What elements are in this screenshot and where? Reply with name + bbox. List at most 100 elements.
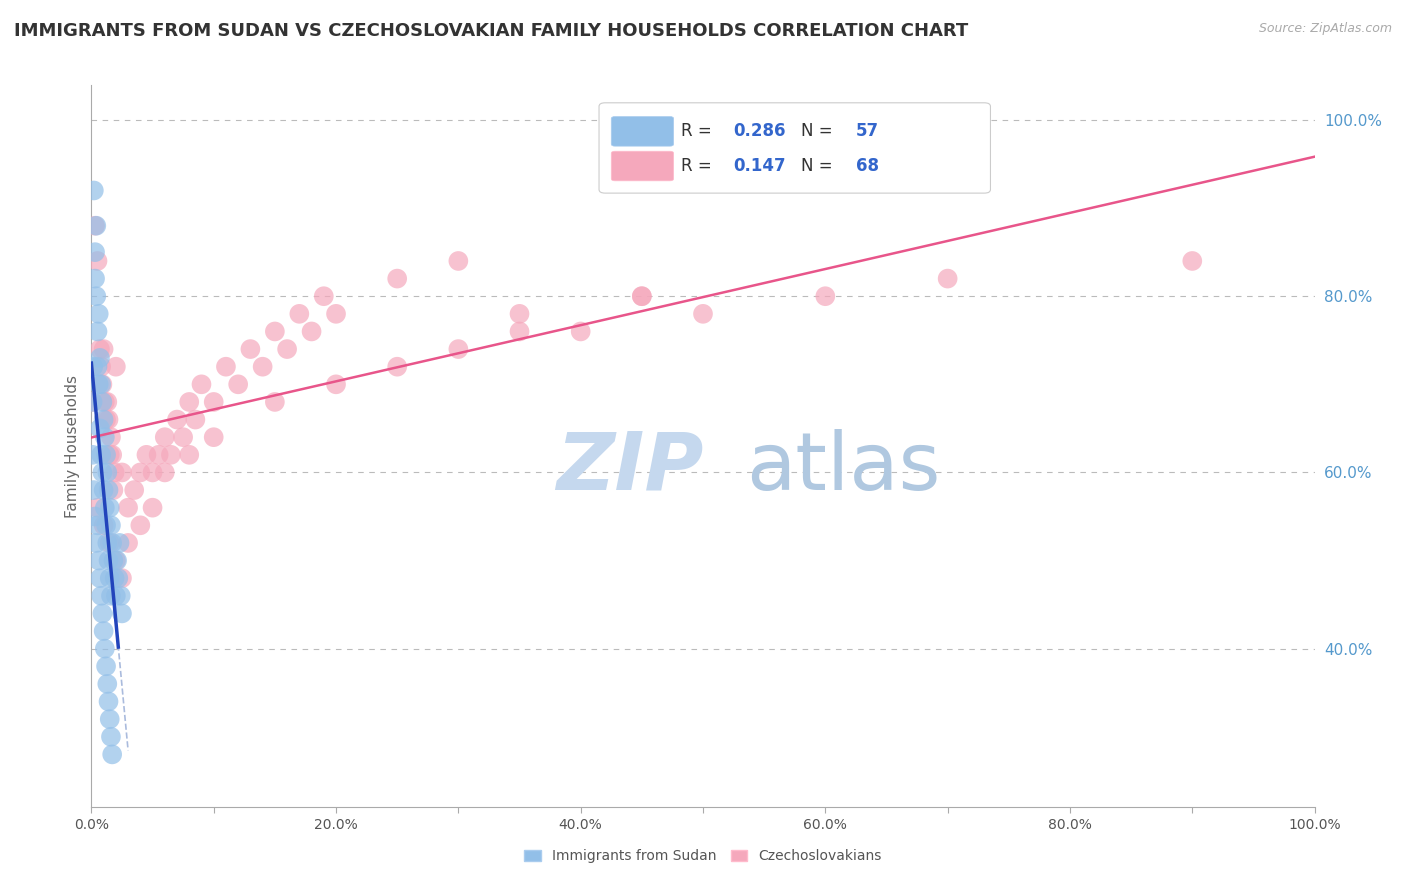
Point [86,325,108,339]
Text: R =: R = [681,122,717,140]
Point [103,553,125,567]
Point [97,694,120,708]
Point [89,342,111,356]
Point [325,377,347,392]
Point [111,466,134,480]
Point [104,553,127,567]
Point [172,430,194,444]
Y-axis label: Family Households: Family Households [65,375,80,517]
Point [94,641,117,656]
Point [89,351,111,365]
Point [90,589,112,603]
Text: 0.147: 0.147 [734,157,786,175]
Text: atlas: atlas [745,429,941,507]
Point [93,483,115,497]
Point [239,342,262,356]
Point [202,395,225,409]
Point [94,395,117,409]
Point [104,589,127,603]
Point [98,448,121,462]
Point [84,536,107,550]
Point [129,518,152,533]
Point [631,289,654,303]
Point [87,377,110,392]
Point [148,448,170,462]
Point [89,571,111,585]
Point [86,359,108,374]
Point [82,395,104,409]
Point [96,466,118,480]
Point [160,448,183,462]
Point [100,730,122,744]
Point [129,466,152,480]
Point [94,500,117,515]
Point [111,571,134,585]
Point [98,536,121,550]
Point [82,359,104,374]
Point [226,377,249,392]
Point [101,747,124,762]
Point [89,421,111,435]
Point [90,448,112,462]
Point [83,483,105,497]
Point [86,500,108,515]
Point [385,359,409,374]
Point [84,219,107,233]
Point [108,536,131,550]
Point [98,571,121,585]
Point [100,589,122,603]
Point [94,412,117,426]
Legend: Immigrants from Sudan, Czechoslovakians: Immigrants from Sudan, Czechoslovakians [519,844,887,869]
Point [98,500,121,515]
Text: 0.286: 0.286 [734,122,786,140]
Point [509,325,531,339]
Text: R =: R = [681,157,717,175]
Point [141,466,163,480]
Point [117,536,139,550]
Point [101,536,124,550]
Point [135,448,157,462]
Point [202,430,225,444]
Point [94,448,117,462]
Point [90,377,112,392]
Point [190,377,212,392]
Text: Source: ZipAtlas.com: Source: ZipAtlas.com [1258,22,1392,36]
Point [288,307,311,321]
Point [153,430,176,444]
Point [447,254,470,268]
Text: 68: 68 [856,157,879,175]
FancyBboxPatch shape [612,152,673,181]
Point [141,500,163,515]
Point [111,607,134,621]
Point [631,289,654,303]
Point [184,412,207,426]
Point [312,289,335,303]
Point [692,307,714,321]
Point [84,245,107,260]
Point [276,342,298,356]
Point [94,430,117,444]
Point [87,307,110,321]
Text: N =: N = [801,157,838,175]
Point [86,518,108,533]
Point [86,254,108,268]
Point [100,518,122,533]
Point [90,359,112,374]
Point [509,307,531,321]
Point [96,395,118,409]
Point [1181,254,1204,268]
Point [447,342,470,356]
Point [325,307,347,321]
FancyBboxPatch shape [599,103,990,194]
Point [84,289,107,303]
FancyBboxPatch shape [612,117,673,146]
Point [166,412,188,426]
Point [96,677,118,691]
Point [82,448,104,462]
Point [87,553,110,567]
Point [82,395,104,409]
Point [93,518,115,533]
Text: 57: 57 [856,122,879,140]
Point [110,589,132,603]
Point [94,518,117,533]
